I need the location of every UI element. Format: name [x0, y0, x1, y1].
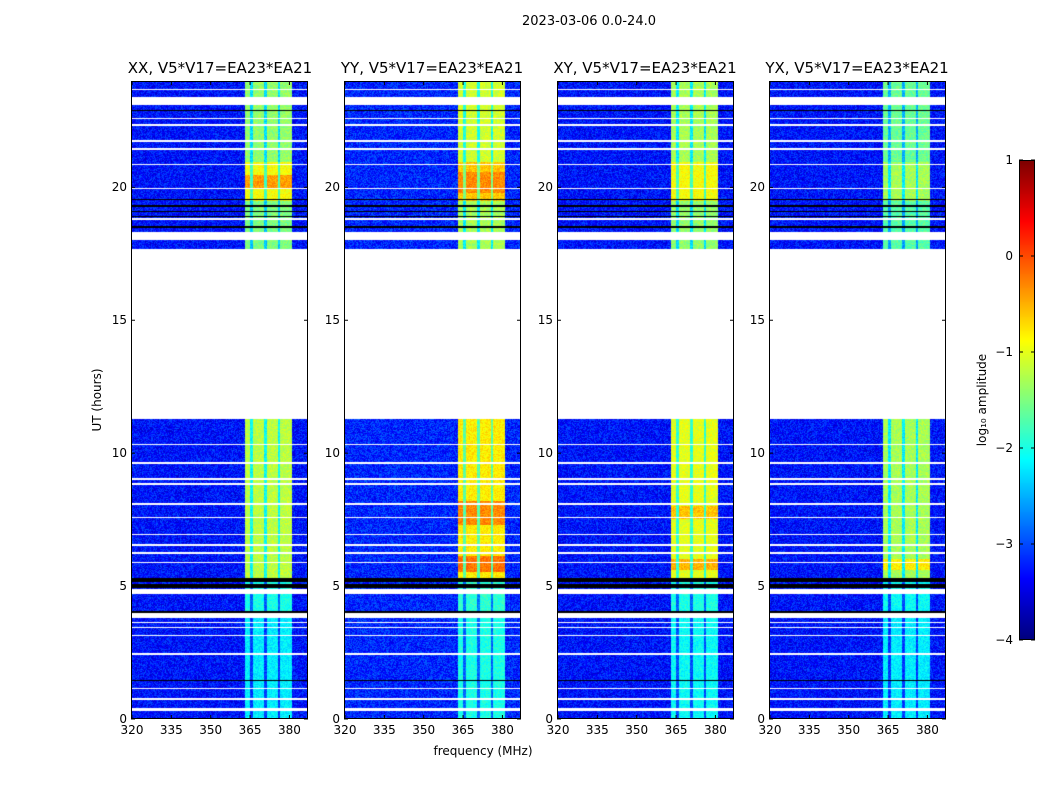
x-tick-label: 380 — [277, 723, 301, 737]
figure-title: 2023-03-06 0.0-24.0 — [522, 14, 656, 29]
x-tick-label: 365 — [876, 723, 900, 737]
colorbar-label: log₁₀ amplitude — [975, 353, 989, 447]
colorbar-tick-label: 1 — [1005, 153, 1013, 167]
colorbar-gradient — [1020, 161, 1034, 639]
colorbar-tick-label: −3 — [995, 537, 1013, 551]
y-tick-label: 10 — [749, 446, 765, 461]
x-tick-label: 320 — [546, 723, 570, 737]
heatmap-yy — [345, 82, 520, 718]
panel-xx — [131, 81, 308, 719]
y-tick-label: 0 — [757, 712, 765, 726]
colorbar — [1019, 160, 1035, 640]
y-tick-label: 15 — [749, 313, 765, 328]
x-tick-label: 350 — [412, 723, 436, 737]
y-tick-label: 20 — [111, 180, 127, 195]
panel-xy — [557, 81, 734, 719]
x-tick-label: 380 — [490, 723, 514, 737]
y-tick-label: 5 — [757, 579, 765, 594]
x-tick-label: 350 — [199, 723, 223, 737]
heatmap-yx — [770, 82, 945, 718]
y-tick-label: 15 — [111, 313, 127, 328]
colorbar-tick-label: −2 — [995, 441, 1013, 455]
panel-title-xx: XX, V5*V17=EA23*EA21 — [127, 59, 313, 77]
x-axis-label: frequency (MHz) — [433, 744, 533, 758]
y-tick-label: 20 — [324, 180, 340, 195]
y-tick-label: 0 — [332, 712, 340, 726]
x-tick-label: 350 — [837, 723, 861, 737]
x-tick-label: 365 — [451, 723, 475, 737]
y-tick-label: 0 — [119, 712, 127, 726]
y-tick-label: 15 — [324, 313, 340, 328]
y-tick-label: 20 — [537, 180, 553, 195]
x-tick-label: 335 — [159, 723, 183, 737]
y-tick-label: 0 — [545, 712, 553, 726]
heatmap-xx — [132, 82, 307, 718]
y-tick-label: 10 — [111, 446, 127, 461]
colorbar-tick-label: 0 — [1005, 249, 1013, 263]
x-tick-label: 365 — [664, 723, 688, 737]
panel-title-xy: XY, V5*V17=EA23*EA21 — [553, 59, 737, 77]
x-tick-label: 335 — [372, 723, 396, 737]
colorbar-tick-label: −1 — [995, 345, 1013, 359]
y-tick-label: 10 — [537, 446, 553, 461]
panel-yx — [769, 81, 946, 719]
y-tick-label: 15 — [537, 313, 553, 328]
y-tick-label: 10 — [324, 446, 340, 461]
x-tick-label: 320 — [120, 723, 144, 737]
y-tick-label: 5 — [119, 579, 127, 594]
x-tick-label: 365 — [238, 723, 262, 737]
x-tick-label: 335 — [797, 723, 821, 737]
panel-yy — [344, 81, 521, 719]
x-tick-label: 380 — [703, 723, 727, 737]
y-tick-label: 20 — [749, 180, 765, 195]
y-tick-label: 5 — [545, 579, 553, 594]
x-tick-label: 320 — [333, 723, 357, 737]
x-tick-label: 335 — [585, 723, 609, 737]
y-tick-label: 5 — [332, 579, 340, 594]
x-tick-label: 350 — [625, 723, 649, 737]
x-tick-label: 320 — [758, 723, 782, 737]
y-axis-label: UT (hours) — [90, 368, 104, 432]
panel-title-yx: YX, V5*V17=EA23*EA21 — [765, 59, 949, 77]
x-tick-label: 380 — [915, 723, 939, 737]
colorbar-tick-label: −4 — [995, 633, 1013, 647]
panel-title-yy: YY, V5*V17=EA23*EA21 — [340, 59, 524, 77]
heatmap-xy — [558, 82, 733, 718]
